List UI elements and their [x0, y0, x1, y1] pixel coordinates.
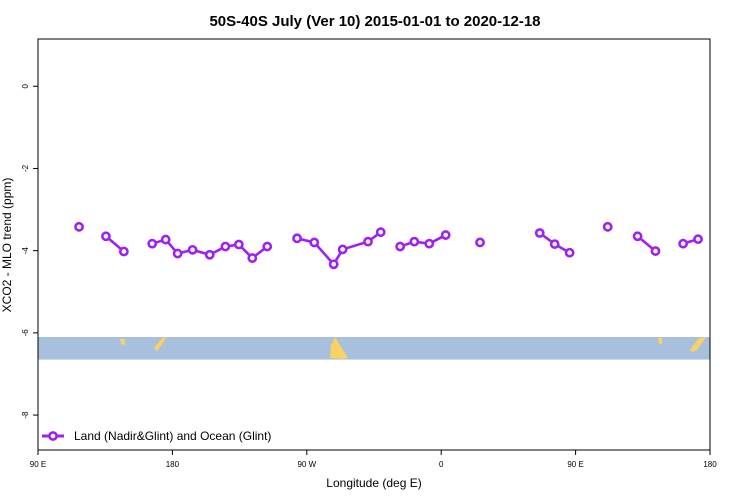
x-tick-label: 180 — [166, 460, 180, 469]
data-point — [147, 238, 158, 249]
data-point — [220, 241, 231, 252]
data-point — [409, 236, 420, 247]
data-point — [247, 253, 258, 263]
y-axis: 0 -2 -4 -6 -8 — [21, 83, 38, 419]
map-band — [38, 336, 710, 360]
series-layer — [74, 221, 703, 270]
data-point — [233, 239, 244, 250]
data-point — [118, 246, 129, 257]
data-point — [187, 244, 198, 255]
chart-title: 50S-40S July (Ver 10) 2015-01-01 to 2020… — [209, 13, 540, 30]
data-point — [475, 237, 485, 248]
data-point — [292, 233, 302, 244]
data-point — [172, 248, 183, 259]
data-point — [564, 247, 575, 258]
y-tick-label: -2 — [21, 164, 30, 172]
data-point — [534, 228, 545, 238]
data-point — [440, 230, 451, 240]
landmass-shape — [658, 338, 662, 344]
data-point — [549, 239, 560, 249]
y-tick-label: -8 — [21, 411, 30, 419]
data-point — [262, 241, 273, 252]
y-tick-label: 0 — [21, 83, 30, 88]
data-point — [424, 238, 435, 249]
data-point — [650, 246, 661, 256]
x-tick-label: 180 — [703, 460, 717, 469]
data-point — [632, 231, 643, 242]
data-point — [602, 221, 613, 232]
plot-frame — [37, 38, 711, 451]
data-point — [328, 259, 339, 270]
data-point — [363, 236, 373, 247]
x-axis: 90 E 180 90 W 0 90 E 180 — [30, 450, 717, 469]
data-point — [160, 234, 171, 245]
x-tick-label: 0 — [439, 460, 444, 469]
data-point — [395, 241, 406, 252]
data-point — [74, 221, 84, 232]
landmass-shape — [330, 337, 348, 359]
data-point — [204, 249, 215, 260]
data-point — [337, 244, 348, 255]
x-axis-label: Longitude (deg E) — [326, 476, 421, 490]
data-point — [101, 231, 111, 242]
legend-label: Land (Nadir&Glint) and Ocean (Glint) — [74, 429, 271, 443]
landmass-shape — [690, 337, 706, 352]
landmass-shape — [120, 339, 125, 345]
legend-marker-swatch — [48, 431, 58, 441]
x-tick-label: 90 W — [297, 460, 316, 469]
data-point — [309, 237, 320, 248]
data-point — [693, 234, 703, 245]
legend: Land (Nadir&Glint) and Ocean (Glint) — [42, 429, 271, 443]
y-axis-label: XCO2 - MLO trend (ppm) — [0, 178, 14, 313]
ocean-strip — [38, 336, 710, 360]
y-tick-label: -6 — [21, 329, 30, 337]
x-tick-label: 90 E — [30, 460, 46, 469]
x-tick-label: 90 E — [567, 460, 583, 469]
y-tick-label: -4 — [21, 247, 30, 255]
data-point — [375, 227, 386, 238]
data-point — [678, 238, 689, 249]
series-line — [399, 233, 447, 248]
landmass-shape — [154, 337, 167, 351]
